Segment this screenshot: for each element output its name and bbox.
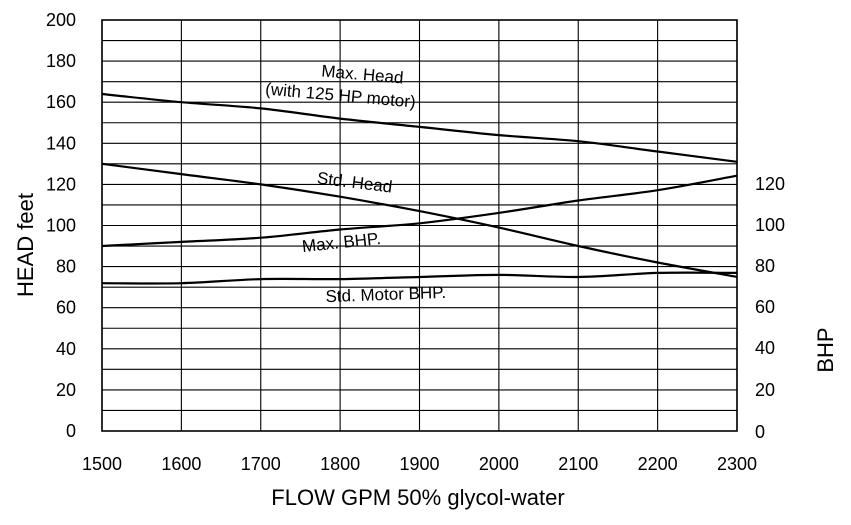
x-tick-label: 1800: [320, 454, 360, 474]
y-tick-label: 20: [56, 380, 76, 400]
curve-std-head: [101, 162, 738, 278]
y-tick-label: 200: [46, 10, 76, 30]
plot-frame: [101, 19, 738, 432]
y-tick-label: 120: [46, 174, 76, 194]
y2-tick-label: 40: [755, 338, 775, 358]
x-axis-title: FLOW GPM 50% glycol-water: [271, 485, 564, 510]
x-tick-label: 2000: [479, 454, 519, 474]
y2-tick-label: 60: [755, 297, 775, 317]
x-tick-labels: 1500 1600 1700 1800 1900 2000 2100 2200 2300: [82, 454, 757, 474]
y-axis-title: HEAD feet: [13, 193, 38, 297]
curves: [101, 92, 738, 285]
y-tick-label: 0: [66, 421, 76, 441]
y2-tick-label: 120: [755, 174, 785, 194]
y2-axis-title: BHP: [813, 327, 838, 372]
curve-label-std-motor-bhp: Std. Motor BHP.: [325, 283, 446, 306]
y-tick-label: 60: [56, 298, 76, 318]
y2-tick-label: 80: [755, 256, 775, 276]
y2-tick-label: 20: [755, 380, 775, 400]
y-tick-label: 160: [46, 92, 76, 112]
y-tick-label: 140: [46, 133, 76, 153]
x-tick-label: 2300: [717, 454, 757, 474]
y-tick-label: 180: [46, 51, 76, 71]
curve-max-bhp: [101, 174, 738, 248]
x-tick-label: 1500: [82, 454, 122, 474]
y2-tick-label: 100: [755, 215, 785, 235]
x-tick-label: 2100: [558, 454, 598, 474]
x-tick-label: 1700: [241, 454, 281, 474]
y-tick-label: 100: [46, 216, 76, 236]
curve-label-max-head-with-125-hp-motor: Max. Head: [321, 61, 405, 87]
grid: [101, 19, 738, 432]
y2-tick-label: 0: [755, 422, 765, 442]
y-tick-label: 80: [56, 257, 76, 277]
x-tick-label: 2200: [638, 454, 678, 474]
curve-std-motor-bhp: [101, 271, 738, 285]
y2-tick-labels: 0 20 40 60 80 100 120: [755, 174, 785, 442]
x-tick-label: 1600: [161, 454, 201, 474]
y-tick-label: 40: [56, 339, 76, 359]
y-tick-labels: 0 20 40 60 80 100 120 140 160 180 200: [46, 10, 76, 441]
x-tick-label: 1900: [399, 454, 439, 474]
curve-label-std-head: Std. Head: [316, 169, 393, 197]
curve-max-head-with-125-hp-motor: [101, 92, 738, 163]
